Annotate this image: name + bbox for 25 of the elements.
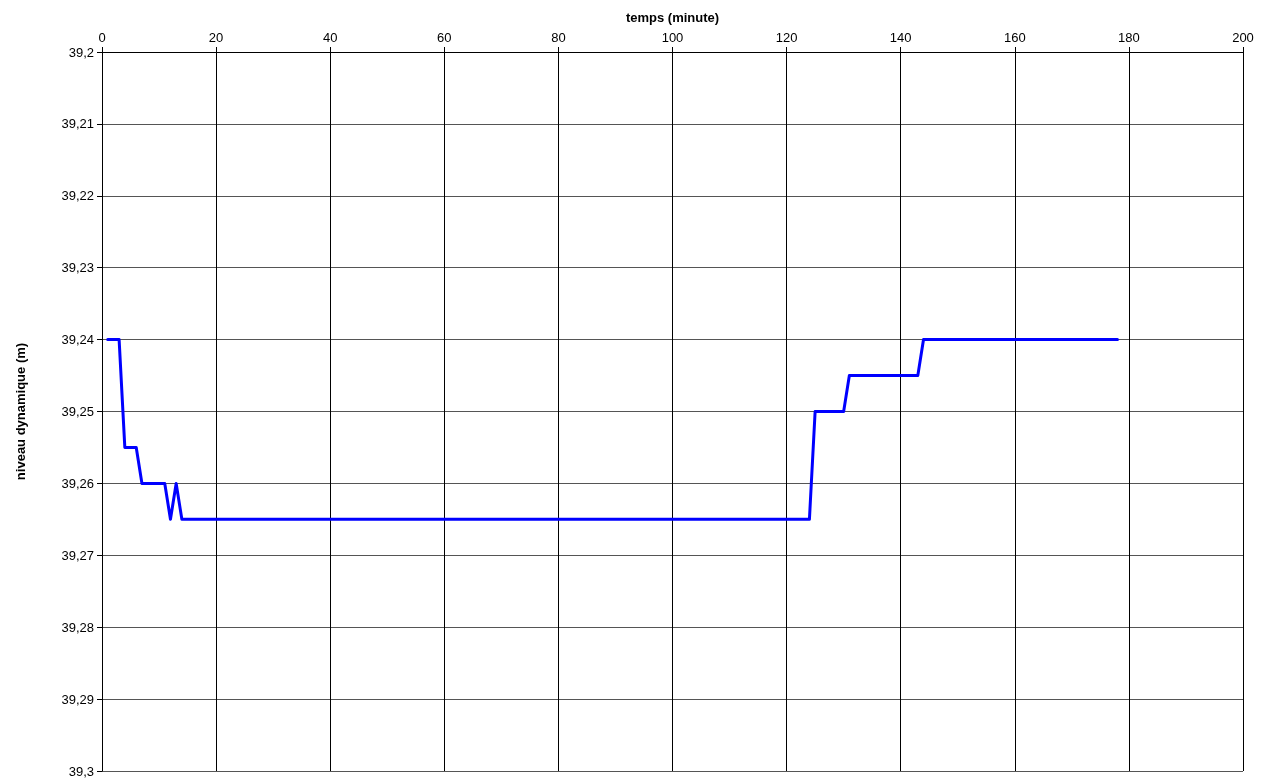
y-tick-label: 39,21: [61, 116, 94, 132]
x-tick-label: 200: [1232, 30, 1254, 45]
x-tick-label: 0: [98, 30, 106, 45]
x-tick-label: 120: [775, 30, 798, 45]
y-axis-title: niveau dynamique (m): [13, 342, 28, 481]
x-tick-label: 100: [661, 30, 684, 45]
y-tick-label: 39,26: [61, 475, 94, 491]
y-tick-label: 39,22: [61, 188, 94, 204]
y-tick-label: 39,25: [61, 404, 94, 419]
x-tick-label: 140: [889, 30, 912, 45]
y-tick-label: 39,2: [68, 44, 94, 60]
y-tick-label: 39,24: [61, 332, 94, 348]
line-series: [106, 338, 1119, 521]
y-tick-label: 39,28: [61, 619, 94, 635]
x-tick-label: 40: [322, 30, 338, 45]
y-tick-label: 39,29: [61, 691, 94, 707]
x-tick-label: 80: [551, 30, 566, 45]
x-axis-title: temps (minute): [625, 10, 720, 25]
x-tick-label: 60: [437, 30, 452, 45]
x-tick-label: 20: [208, 30, 224, 45]
x-tick-label: 180: [1118, 30, 1140, 45]
y-tick-label: 39,27: [61, 547, 94, 563]
y-tick-label: 39,3: [68, 763, 94, 779]
y-tick-label: 39,23: [61, 260, 94, 276]
x-tick-label: 160: [1003, 30, 1026, 45]
